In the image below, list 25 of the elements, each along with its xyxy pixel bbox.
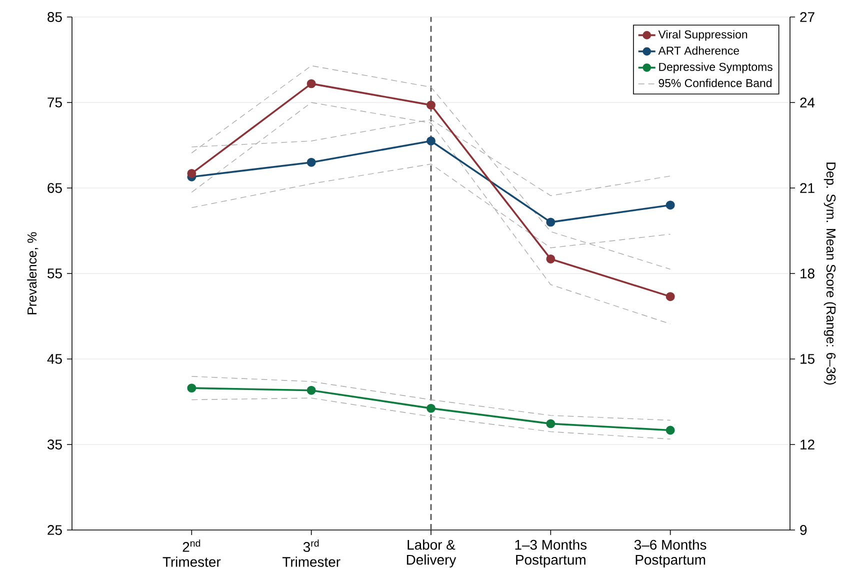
y-tick-label: 45	[47, 354, 62, 364]
x-tick-label: 2$^{nd}$ Trimester	[162, 540, 221, 567]
y2-tick-label: 12	[800, 440, 814, 450]
y2-axis-title: Dep. Sym. Mean Score (Range: 6–36)	[824, 162, 836, 385]
y-tick-label: 75	[48, 98, 62, 108]
y-tick-label: 35	[48, 440, 62, 450]
y-tick-label: 85	[48, 12, 62, 22]
x-tick-label: 3$^{rd}$ Trimester	[282, 540, 340, 567]
y-tick-label: 55	[48, 268, 62, 278]
y2-tick-label: 24	[800, 98, 815, 108]
y-axis-title: Prevalence, %	[27, 232, 38, 314]
legend-label: Viral Suppression	[658, 30, 748, 41]
x-tick-label: 3–6 Months Postpartum	[634, 540, 706, 568]
legend-label: Depressive Symptoms	[659, 62, 772, 74]
y2-tick-label: 21	[800, 183, 814, 193]
x-tick-label: 1–3 Months Postpartum	[515, 540, 587, 568]
y2-tick-label: 18	[800, 268, 814, 278]
y-tick-label: 25	[48, 525, 62, 535]
legend-label: 95% Confidence Band	[658, 78, 772, 88]
y2-tick-label: 9	[800, 525, 807, 535]
legend-label: ART Adherence	[658, 46, 740, 55]
y-tick-label: 65	[48, 183, 62, 193]
x-tick-label: Labor & Delivery	[406, 540, 456, 568]
y2-tick-label: 15	[800, 354, 814, 364]
y2-tick-label: 27	[800, 12, 814, 22]
